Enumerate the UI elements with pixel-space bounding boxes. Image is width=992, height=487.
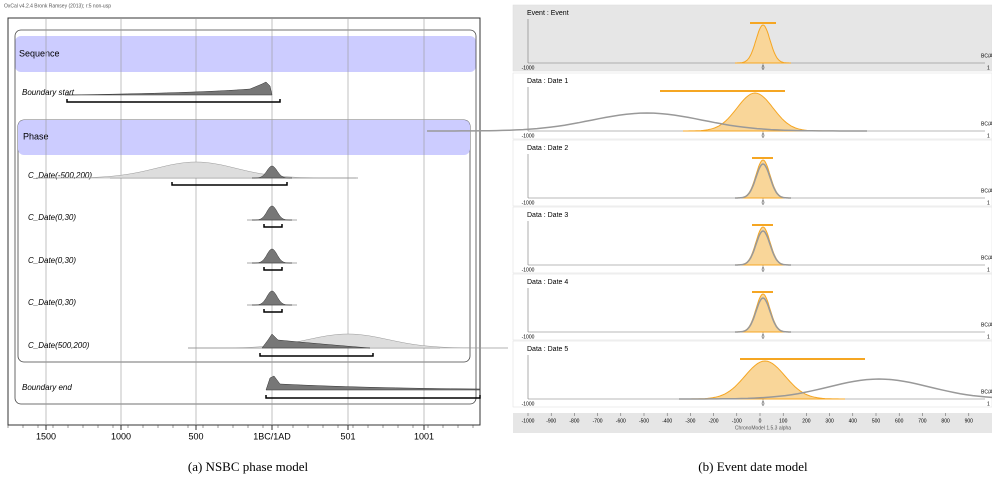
bottom-axis-strip bbox=[513, 413, 992, 433]
phase-box bbox=[18, 120, 470, 155]
density-grey bbox=[735, 230, 791, 266]
bottom-tick-label: 300 bbox=[825, 418, 834, 424]
bottom-tick-label: -500 bbox=[639, 418, 649, 424]
range-bracket bbox=[259, 353, 374, 357]
caption-a: (a) NSBC phase model bbox=[188, 459, 309, 474]
oxcal-header: OxCal v4.2.4 Bronk Ramsey (2013); r:5 no… bbox=[4, 3, 111, 9]
range-bracket bbox=[263, 309, 283, 313]
range-bracket bbox=[171, 182, 288, 186]
axis-zero: 0 bbox=[762, 334, 765, 340]
x-tick-label: 1001 bbox=[414, 431, 434, 441]
axis-min: -1000 bbox=[522, 334, 535, 340]
density-orange bbox=[735, 24, 791, 64]
row-label: C_Date(0,30) bbox=[28, 298, 76, 307]
density-grey bbox=[735, 297, 791, 333]
axis-unit: BC/A bbox=[981, 322, 992, 328]
axis-zero: 0 bbox=[762, 200, 765, 206]
caption-b: (b) Event date model bbox=[698, 459, 808, 474]
bottom-tick-label: 100 bbox=[779, 418, 788, 424]
bottom-tick-label: -200 bbox=[709, 418, 719, 424]
axis-max: 1 bbox=[987, 267, 990, 273]
range-bracket bbox=[263, 224, 283, 228]
bottom-tick-label: 700 bbox=[918, 418, 927, 424]
distribution bbox=[36, 161, 356, 179]
axis-unit: BC/A bbox=[981, 188, 992, 194]
row-title: Data : Date 1 bbox=[527, 78, 568, 85]
axis-max: 1 bbox=[987, 65, 990, 71]
distribution bbox=[188, 333, 508, 349]
row-label: C_Date(0,30) bbox=[28, 213, 76, 222]
axis-max: 1 bbox=[987, 401, 990, 407]
distribution bbox=[265, 375, 481, 391]
bottom-tick-label: 600 bbox=[895, 418, 904, 424]
bottom-tick-label: -100 bbox=[732, 418, 742, 424]
axis-min: -1000 bbox=[522, 200, 535, 206]
bottom-tick-label: -300 bbox=[685, 418, 695, 424]
bottom-tick-label: 800 bbox=[941, 418, 950, 424]
bottom-tick-label: -600 bbox=[616, 418, 626, 424]
axis-min: -1000 bbox=[522, 401, 535, 407]
row-label: Boundary start bbox=[22, 88, 75, 97]
density-orange bbox=[685, 360, 845, 400]
axis-zero: 0 bbox=[762, 401, 765, 407]
row-title: Data : Date 2 bbox=[527, 145, 568, 152]
axis-min: -1000 bbox=[522, 133, 535, 139]
sequence-box bbox=[15, 36, 476, 72]
bottom-tick-label: -400 bbox=[662, 418, 672, 424]
bottom-tick-label: 400 bbox=[849, 418, 858, 424]
bottom-tick-label: 900 bbox=[965, 418, 974, 424]
sequence-label: Sequence bbox=[19, 48, 60, 58]
x-tick-label: 500 bbox=[188, 431, 203, 441]
axis-min: -1000 bbox=[522, 267, 535, 273]
x-tick-label: 1BC/1AD bbox=[253, 431, 291, 441]
distribution bbox=[252, 205, 292, 221]
distribution bbox=[252, 290, 292, 306]
distribution bbox=[252, 165, 292, 179]
bottom-tick-label: 200 bbox=[802, 418, 811, 424]
bottom-tick-label: -900 bbox=[546, 418, 556, 424]
chronomodel-footer: ChronoModel 1.5.3 alpha bbox=[735, 425, 791, 431]
row-title: Event : Event bbox=[527, 10, 569, 17]
axis-unit: BC/A bbox=[981, 389, 992, 395]
bottom-tick-label: -700 bbox=[593, 418, 603, 424]
distribution bbox=[64, 81, 273, 96]
axis-zero: 0 bbox=[762, 267, 765, 273]
row-title: Data : Date 4 bbox=[527, 279, 568, 286]
axis-zero: 0 bbox=[762, 133, 765, 139]
axis-unit: BC/A bbox=[981, 53, 992, 59]
axis-max: 1 bbox=[987, 200, 990, 206]
axis-max: 1 bbox=[987, 334, 990, 340]
x-tick-label: 501 bbox=[340, 431, 355, 441]
row-title: Data : Date 3 bbox=[527, 212, 568, 219]
range-bracket bbox=[265, 395, 481, 399]
density-grey bbox=[427, 112, 867, 132]
axis-unit: BC/A bbox=[981, 255, 992, 261]
axis-zero: 0 bbox=[762, 65, 765, 71]
x-tick-label: 1500 bbox=[36, 431, 56, 441]
axis-max: 1 bbox=[987, 133, 990, 139]
bottom-tick-label: 500 bbox=[872, 418, 881, 424]
sequence-outline bbox=[14, 29, 477, 405]
x-tick-label: 1000 bbox=[111, 431, 131, 441]
distribution bbox=[261, 333, 371, 349]
distribution bbox=[252, 248, 292, 264]
phase-label: Phase bbox=[23, 131, 49, 141]
range-bracket bbox=[263, 267, 283, 271]
bottom-tick-label: -1000 bbox=[522, 418, 535, 424]
row-label: C_Date(-500,200) bbox=[28, 171, 92, 180]
bottom-tick-label: -800 bbox=[569, 418, 579, 424]
row-label: Boundary end bbox=[22, 383, 72, 392]
axis-unit: BC/A bbox=[981, 121, 992, 127]
bottom-tick-label: 0 bbox=[759, 418, 762, 424]
density-grey bbox=[679, 378, 992, 400]
row-title: Data : Date 5 bbox=[527, 346, 568, 353]
row-label: C_Date(500,200) bbox=[28, 341, 90, 350]
density-grey bbox=[735, 163, 791, 199]
row-label: C_Date(0,30) bbox=[28, 256, 76, 265]
axis-min: -1000 bbox=[522, 65, 535, 71]
range-bracket bbox=[66, 99, 281, 103]
